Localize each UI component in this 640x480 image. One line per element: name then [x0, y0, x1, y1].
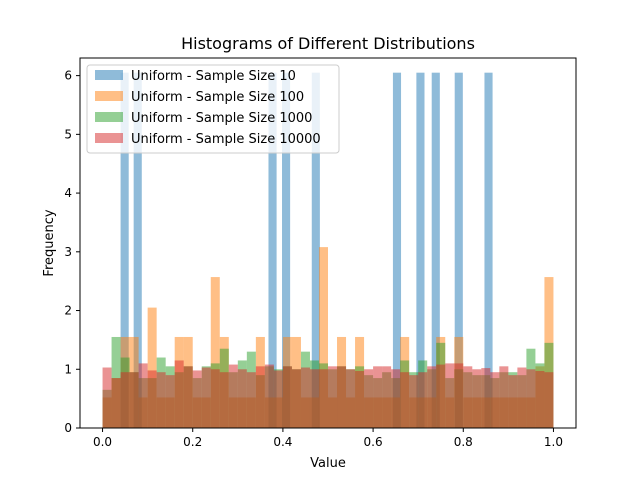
- y-tick-label: 5: [64, 127, 72, 141]
- histogram-bar: [499, 366, 509, 428]
- y-tick-label: 3: [64, 245, 72, 259]
- histogram-bar: [268, 72, 277, 428]
- x-tick-label: 0.2: [183, 435, 202, 449]
- histogram-bar: [111, 378, 121, 428]
- y-tick-label: 1: [64, 362, 72, 376]
- histogram-bar: [508, 375, 518, 428]
- histogram-bar: [535, 371, 545, 428]
- histogram-bar: [210, 277, 220, 428]
- bars-layer: [102, 72, 554, 428]
- x-axis: 0.0 0.2 0.4 0.6 0.8 1.0: [93, 428, 563, 449]
- histogram-bar: [147, 307, 157, 428]
- histogram-bar: [311, 72, 320, 428]
- histogram-bar: [210, 369, 220, 428]
- x-tick-label: 0.0: [93, 435, 112, 449]
- histogram-bar: [355, 371, 365, 428]
- histogram-bar: [463, 366, 473, 428]
- histogram-bar: [255, 366, 265, 428]
- histogram-bar: [472, 369, 482, 428]
- legend-swatch: [95, 112, 123, 122]
- histogram-bar: [454, 72, 463, 428]
- x-tick-label: 0.6: [364, 435, 383, 449]
- legend-entry-label: Uniform - Sample Size 100: [131, 90, 304, 105]
- histogram-bar: [337, 366, 347, 428]
- histogram-bar: [418, 372, 428, 428]
- histogram-bar: [102, 367, 112, 428]
- histogram-bar: [400, 372, 410, 428]
- histogram-bar: [454, 363, 464, 428]
- histogram-bar: [392, 72, 402, 428]
- histogram-bar: [318, 369, 328, 428]
- histogram-bar: [133, 72, 142, 428]
- histogram-bar: [147, 370, 157, 428]
- y-tick-label: 4: [64, 186, 72, 200]
- x-tick-label: 0.4: [273, 435, 292, 449]
- histogram-bar: [409, 375, 419, 428]
- histogram-bar: [183, 366, 193, 428]
- histogram-bar: [120, 72, 129, 428]
- histogram-bar: [192, 370, 202, 428]
- histogram-bar: [484, 72, 493, 428]
- histogram-bar: [201, 367, 211, 428]
- histogram-bar: [517, 367, 527, 428]
- histogram-bar: [490, 372, 500, 428]
- histogram-bar: [445, 363, 455, 428]
- legend: Uniform - Sample Size 10 Uniform - Sampl…: [86, 64, 340, 154]
- histogram-bar: [237, 369, 247, 428]
- x-tick-label: 0.8: [454, 435, 473, 449]
- histogram-bar: [436, 364, 446, 428]
- histogram-bar: [282, 366, 292, 428]
- y-axis: 0 1 2 3 4 5 6: [64, 69, 80, 435]
- histogram-bar: [364, 369, 374, 428]
- histogram-bar: [373, 366, 383, 428]
- histogram-bar: [228, 364, 238, 428]
- x-axis-label: Value: [310, 456, 346, 471]
- legend-entry-label: Uniform - Sample Size 10000: [131, 132, 321, 147]
- y-tick-label: 2: [64, 304, 72, 318]
- legend-swatch: [95, 70, 123, 80]
- histogram-bar: [138, 363, 148, 428]
- histogram-bar: [300, 367, 310, 428]
- histogram-bar: [129, 372, 139, 428]
- histogram-bar: [246, 372, 256, 428]
- histogram-bar: [427, 366, 437, 428]
- histogram-bar: [526, 369, 536, 428]
- histogram-bar: [273, 370, 283, 428]
- histogram-bar: [328, 366, 338, 428]
- histogram-bar: [309, 369, 319, 428]
- axes-frame: [79, 57, 577, 429]
- histogram-bar: [481, 368, 491, 428]
- y-tick-label: 6: [64, 69, 72, 83]
- histogram-bar: [291, 369, 301, 428]
- y-axis-label: Frequency: [42, 209, 57, 276]
- histogram-series: [120, 72, 493, 428]
- histogram-bar: [318, 247, 328, 428]
- x-tick-label: 1.0: [544, 435, 563, 449]
- histogram-bar: [382, 366, 392, 428]
- histogram-series: [102, 360, 554, 428]
- histogram-bar: [346, 369, 356, 428]
- legend-entry-label: Uniform - Sample Size 10: [131, 69, 296, 84]
- histogram-bar: [174, 360, 184, 428]
- y-tick-label: 0: [64, 421, 72, 435]
- histogram-bar: [282, 72, 291, 428]
- histogram-bar: [156, 372, 166, 428]
- legend-frame: [86, 64, 340, 154]
- histogram-bar: [391, 369, 401, 428]
- histogram-bar: [416, 72, 425, 428]
- legend-entry-label: Uniform - Sample Size 1000: [131, 111, 312, 126]
- legend-swatch: [95, 91, 123, 101]
- histogram-bar: [431, 72, 440, 428]
- histogram-bar: [120, 372, 130, 428]
- histogram-bar: [219, 372, 229, 428]
- chart-title: Histograms of Different Distributions: [181, 34, 475, 53]
- histogram-bar: [264, 364, 274, 428]
- legend-swatch: [95, 133, 123, 143]
- histogram-bar: [544, 372, 554, 428]
- histogram-bar: [165, 375, 175, 428]
